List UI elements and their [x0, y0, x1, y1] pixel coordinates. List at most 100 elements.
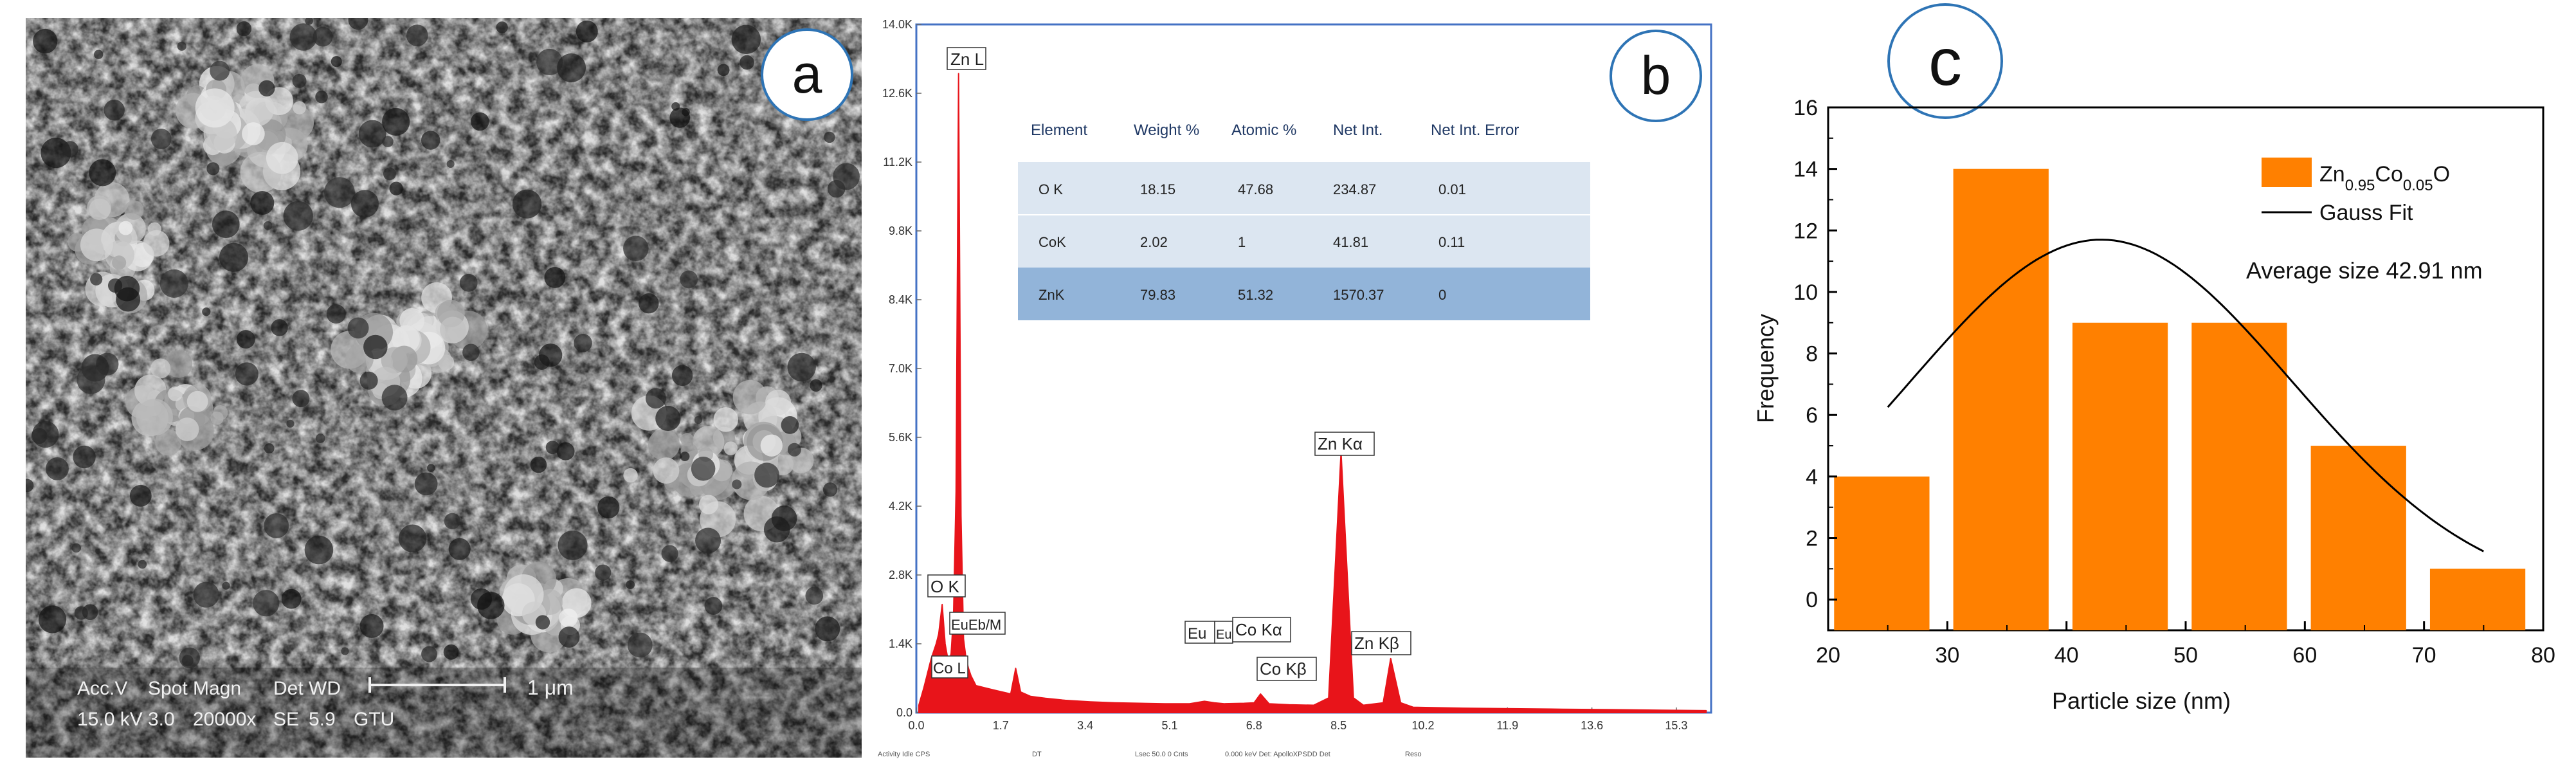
- pore-shadow: [815, 616, 840, 642]
- pore-shadow: [159, 269, 188, 298]
- particle-grain: [723, 441, 738, 455]
- pore-shadow: [219, 242, 249, 272]
- gauss-fit-line: [1887, 239, 2484, 552]
- pore-shadow: [359, 371, 378, 390]
- eds-footer: Activity Idle CPS DT Lsec 50.0 0 Cnts 0.…: [878, 751, 1422, 758]
- pore-shadow: [212, 210, 240, 239]
- sem-info-bar: Acc.V Spot Magn Det WD 15.0 kV 3.0 20000…: [77, 676, 574, 730]
- pore-shadow: [90, 273, 103, 286]
- particle-clusters: [20, 10, 860, 669]
- x-tick-label: 11.9: [1496, 719, 1518, 732]
- y-tick-label: 0: [1806, 588, 1818, 612]
- pore-shadow: [574, 334, 592, 352]
- particle-grain: [242, 122, 265, 145]
- peak-label-co-kb: Co Kβ: [1260, 659, 1307, 679]
- pore-shadow: [661, 545, 678, 562]
- x-tick-label: 6.8: [1246, 719, 1262, 732]
- legend-label-sample: Zn0.95Co0.05O: [2319, 162, 2450, 194]
- pore-shadow: [671, 102, 680, 111]
- gauss-fit-curve: [1887, 239, 2484, 552]
- pore-shadow: [210, 60, 230, 81]
- footer-dt: DT: [1032, 751, 1042, 758]
- pore-shadow: [341, 647, 349, 655]
- info-acc-v: Acc.V: [77, 678, 127, 699]
- pore-shadow: [382, 107, 410, 136]
- peak-label-zn-l: Zn L: [950, 50, 984, 69]
- average-size-annotation: Average size 42.91 nm: [2246, 257, 2483, 284]
- pore-shadow: [731, 24, 761, 55]
- pore-shadow: [459, 273, 478, 292]
- table-row: [1018, 162, 1590, 215]
- y-tick-label: 2.8K: [889, 569, 912, 581]
- hist-x-axis: 20 30 40 50 60 70 80: [1816, 621, 2555, 668]
- pore-shadow: [627, 632, 653, 658]
- pore-shadow: [496, 21, 508, 33]
- y-tick-label: 8: [1806, 342, 1818, 367]
- pore-shadow: [104, 99, 125, 121]
- pore-shadow: [236, 21, 252, 37]
- pore-shadow: [264, 513, 289, 538]
- pore-shadow: [787, 352, 816, 382]
- peak-label-eu-m: EuEb/M: [951, 617, 1001, 633]
- hist-bar: [1834, 476, 1930, 630]
- particle-grain: [80, 228, 113, 262]
- x-tick-label: 8.5: [1330, 719, 1347, 732]
- y-tick-label: 11.2K: [883, 156, 912, 169]
- pore-shadow: [682, 107, 690, 116]
- pore-shadow: [46, 457, 69, 480]
- info-kv-value: 15.0 kV: [77, 709, 143, 730]
- peak-label-co-ka: Co Kα: [1235, 620, 1282, 639]
- pore-shadow: [94, 50, 104, 59]
- particle-grain: [760, 434, 783, 457]
- hist-x-axis-label: Particle size (nm): [2052, 688, 2231, 714]
- x-tick-label: 0.0: [908, 719, 924, 732]
- peak-label-zn-ka: Zn Kα: [1318, 434, 1363, 453]
- pore-shadow: [313, 26, 333, 47]
- info-lab: GTU: [354, 709, 394, 730]
- pore-shadow: [331, 56, 342, 68]
- pore-shadow: [781, 416, 799, 434]
- pore-shadow: [326, 304, 346, 324]
- info-magn-value: 20000x: [193, 709, 256, 730]
- pore-shadow: [558, 530, 588, 560]
- footer-lsec: Lsec 50.0 0 Cnts: [1135, 751, 1188, 758]
- table-row-highlighted: [1018, 268, 1590, 320]
- pore-shadow: [805, 587, 824, 605]
- particle-grain: [765, 389, 792, 415]
- pore-shadow: [671, 365, 693, 387]
- pore-shadow: [557, 53, 586, 82]
- particle-grain: [112, 255, 127, 270]
- eds-peak-labels: Zn L O K EuEb/M Co L Eu Eu Co Kα Co Kβ Z…: [927, 47, 1411, 681]
- table-header-net-int-error: Net Int. Error: [1431, 122, 1519, 139]
- particle-grain: [155, 429, 182, 456]
- cell-r3-c3: 51.32: [1238, 287, 1273, 303]
- pore-shadow: [639, 293, 659, 314]
- y-tick-label: 7.0K: [889, 362, 912, 375]
- pore-shadow: [824, 131, 835, 143]
- pore-shadow: [691, 457, 716, 481]
- pore-shadow: [383, 167, 396, 181]
- pore-shadow: [558, 626, 580, 648]
- pore-shadow: [73, 445, 96, 469]
- y-tick-label: 8.4K: [889, 293, 912, 306]
- particle-grain: [136, 399, 173, 436]
- particle-grain: [279, 105, 314, 140]
- pore-shadow: [305, 17, 313, 25]
- pore-shadow: [787, 442, 801, 457]
- info-wd: WD: [309, 678, 341, 699]
- eds-spectrum-panel: 0.0 1.4K 2.8K 4.2K 5.6K 7.0K 8.4K 9.8K 11.2K 12.6…: [878, 18, 1714, 759]
- pore-shadow: [74, 606, 88, 620]
- pore-shadow: [177, 41, 186, 51]
- pore-shadow: [763, 516, 790, 543]
- info-magn: Magn: [193, 678, 241, 699]
- pore-shadow: [315, 90, 328, 104]
- particle-grain: [559, 608, 578, 628]
- peak-label-o-k: O K: [930, 577, 959, 596]
- footer-reso: Reso: [1405, 751, 1422, 758]
- pore-shadow: [695, 527, 721, 554]
- pore-shadow: [597, 496, 620, 519]
- cell-r2-c2: 2.02: [1140, 234, 1168, 250]
- eds-plot-frame: [915, 23, 1712, 714]
- cell-r2-c5: 0.11: [1438, 234, 1465, 250]
- pore-shadow: [129, 484, 152, 507]
